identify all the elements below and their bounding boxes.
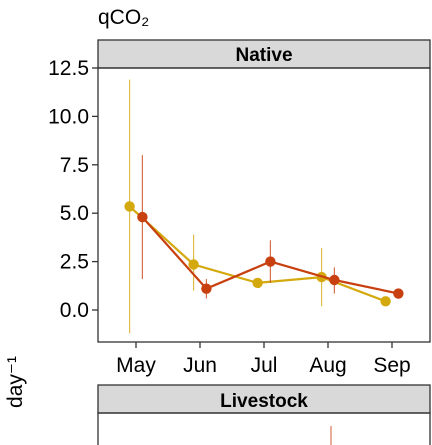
y-tick-label: 2.5 [60, 251, 89, 274]
x-tick-label: May [116, 354, 156, 377]
data-point [201, 283, 212, 294]
livestock-strip-label: Livestock [220, 391, 308, 412]
y-axis-label: day⁻¹ [4, 356, 27, 408]
data-point [265, 256, 276, 267]
data-point [329, 274, 340, 286]
y-tick-label: 5.0 [60, 202, 89, 225]
x-tick-label: Aug [309, 354, 346, 377]
series-layer [124, 79, 404, 334]
native-panel [97, 67, 431, 343]
native-strip-label: Native [235, 45, 292, 66]
x-ticks: May Jun Jul Aug Sep [116, 342, 411, 377]
data-point [252, 277, 263, 289]
native-strip [97, 39, 431, 69]
data-point [188, 259, 199, 270]
data-point [137, 211, 148, 223]
chart-title: qCO₂ [98, 6, 149, 29]
y-tick-label: 0.0 [60, 299, 89, 322]
y-tick-label: 12.5 [48, 57, 89, 80]
data-point [124, 201, 135, 212]
data-point [380, 296, 391, 307]
y-tick-label: 10.0 [48, 105, 89, 128]
y-tick-label: 7.5 [60, 154, 89, 177]
y-ticks: 0.0 2.5 5.0 7.5 10.0 12.5 [48, 57, 98, 322]
x-tick-label: Sep [373, 354, 410, 377]
x-tick-label: Jun [183, 354, 217, 377]
data-point [393, 288, 404, 299]
livestock-panel [97, 412, 431, 445]
x-tick-label: Jul [251, 354, 278, 377]
